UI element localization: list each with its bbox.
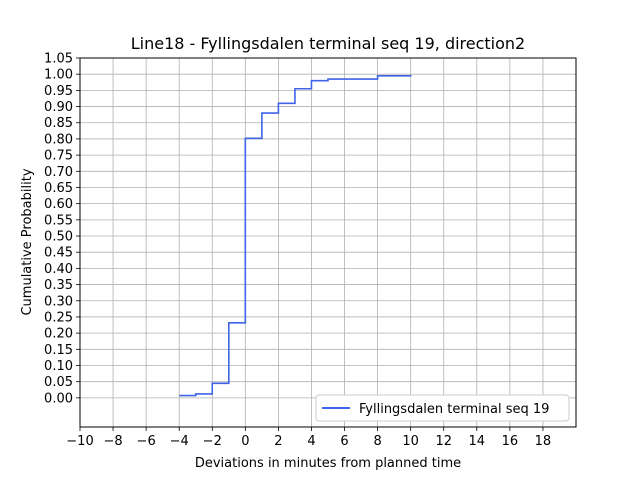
y-tick-label: 0.65 <box>44 181 73 196</box>
grid-lines <box>79 57 576 427</box>
x-tick-label: 0 <box>241 434 249 449</box>
y-tick-label: 0.35 <box>44 278 73 293</box>
x-axis-label: Deviations in minutes from planned time <box>195 456 461 471</box>
y-tick-label: 0.70 <box>44 165 73 180</box>
x-tick-label: 16 <box>502 434 519 449</box>
y-tick-label: 0.30 <box>44 294 73 309</box>
y-tick-label: 0.50 <box>44 230 73 245</box>
legend-label: Fyllingsdalen terminal seq 19 <box>359 402 549 417</box>
x-tick-label: −4 <box>170 434 189 449</box>
x-tick-label: 4 <box>307 434 315 449</box>
y-axis-label: Cumulative Probability <box>20 168 35 315</box>
x-tick-label: −2 <box>203 434 222 449</box>
y-tick-label: 0.20 <box>44 327 73 342</box>
y-tick-label: 0.60 <box>44 197 73 212</box>
x-tick-label: 6 <box>340 434 348 449</box>
y-tick-label: 0.45 <box>44 246 73 261</box>
y-tick-label: 0.80 <box>44 132 73 147</box>
series-step-line <box>179 74 412 397</box>
x-tick-label: −6 <box>137 434 156 449</box>
y-tick-label: 0.90 <box>44 100 73 115</box>
y-tick-label: 0.55 <box>44 213 73 228</box>
y-tick-label: 1.00 <box>44 68 73 83</box>
x-tick-label: −10 <box>66 434 93 449</box>
x-tick-label: 12 <box>435 434 452 449</box>
y-tick-label: 0.25 <box>44 310 73 325</box>
y-tick-label: 0.85 <box>44 116 73 131</box>
y-tick-label: 0.05 <box>44 375 73 390</box>
y-tick-label: 0.15 <box>44 343 73 358</box>
x-tick-label: −8 <box>103 434 122 449</box>
y-tick-label: 1.05 <box>44 52 73 67</box>
x-axis-ticks: −10 −8 −6 −4 −2 0 2 4 6 8 10 12 14 16 18 <box>66 427 551 449</box>
legend-box <box>315 394 570 422</box>
chart-title: Line18 - Fyllingsdalen terminal seq 19, … <box>131 34 525 53</box>
series-layer <box>179 74 412 397</box>
x-tick-label: 10 <box>402 434 419 449</box>
x-tick-label: 18 <box>535 434 552 449</box>
x-tick-label: 2 <box>274 434 282 449</box>
y-tick-label: 0.10 <box>44 359 73 374</box>
y-tick-label: 0.95 <box>44 84 73 99</box>
y-tick-label: 0.00 <box>44 391 73 406</box>
y-axis-ticks: 0.000.050.100.150.20 0.250.300.350.400.45… <box>44 52 80 406</box>
legend: Fyllingsdalen terminal seq 19 <box>315 394 570 422</box>
axes-frame <box>79 57 577 428</box>
x-tick-label: 14 <box>469 434 486 449</box>
y-tick-label: 0.40 <box>44 262 73 277</box>
y-tick-label: 0.75 <box>44 149 73 164</box>
x-tick-label: 8 <box>373 434 381 449</box>
